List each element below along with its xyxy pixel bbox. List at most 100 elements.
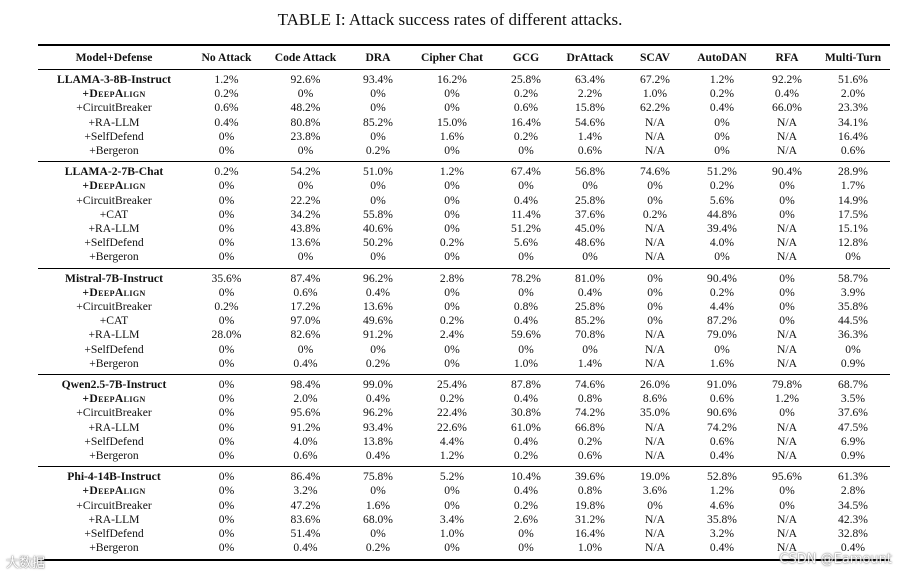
defense-name: +SelfDefend	[84, 434, 144, 448]
defense-name: +CircuitBreaker	[76, 193, 152, 207]
defense-name: +SelfDefend	[84, 236, 144, 250]
table-cell: 1.0%	[439, 527, 465, 541]
table-cell: 96.2%	[363, 406, 393, 420]
table-cell: 54.6%	[575, 115, 605, 129]
table-cell: 0.4%	[513, 434, 539, 448]
table-cell: 6.9%	[840, 434, 866, 448]
table-cell: 0%	[444, 356, 460, 370]
table-cell: N/A	[777, 420, 797, 434]
table-row: +CircuitBreaker 0.6% 48.2% 0% 0% 0.6% 15.8% 62.…	[38, 101, 890, 115]
table-cell: 4.4%	[439, 434, 465, 448]
table-cell: 35.6%	[211, 271, 242, 285]
table-cell: 0%	[444, 300, 460, 314]
table-cell: 0%	[779, 193, 795, 207]
table-cell: 2.8%	[439, 271, 465, 285]
table-cell: 34.5%	[838, 498, 868, 512]
table-row: +SelfDefend 0% 51.4% 0% 1.0% 0% 16.4% N/A 3.2% N/…	[38, 527, 890, 541]
table-cell: 0.4%	[293, 356, 318, 370]
table-row: +Bergeron 0% 0.4% 0.2% 0% 0% 1.0% N/A 0.4% N/A 0.4…	[38, 541, 890, 559]
table-cell: 0%	[518, 144, 534, 158]
table-cell: 37.6%	[838, 406, 868, 420]
table-row: +SelfDefend 0% 4.0% 13.8% 4.4% 0.4% 0.2% N/A 0.6…	[38, 435, 890, 449]
table-cell: 51.2%	[511, 222, 541, 236]
table-row: +Bergeron 0% 0% 0.2% 0% 0% 0.6% N/A 0% N/A 0.6%	[38, 144, 890, 162]
defense-name: +Bergeron	[89, 144, 139, 158]
table-cell: 2.0%	[840, 87, 866, 101]
table-cell: 0%	[779, 406, 795, 420]
table-cell: 17.2%	[290, 300, 321, 314]
table-cell: 0%	[218, 498, 235, 512]
table-cell: 1.0%	[513, 356, 539, 370]
table-cell: 0.2%	[513, 449, 539, 463]
table-cell: 54.2%	[290, 165, 321, 179]
table-cell: 0%	[297, 87, 314, 101]
table-cell: 40.6%	[363, 222, 393, 236]
table-cell: 0%	[218, 392, 235, 406]
model-group: Mistral-7B-Instruct 35.6% 87.4% 96.2% 2.8% 78…	[38, 268, 890, 375]
table-cell: 0%	[444, 87, 460, 101]
table-cell: 0%	[370, 250, 386, 264]
table-cell: 14.9%	[838, 193, 868, 207]
model-group: Phi-4-14B-Instruct 0% 86.4% 75.8% 5.2% 10.4% 3…	[38, 467, 890, 560]
table-cell: 0%	[582, 179, 598, 193]
table-cell: 0%	[647, 314, 663, 328]
table-row: +RA-LLM 28.0% 82.6% 91.2% 2.4% 59.6% 70.8% N/A 7…	[38, 328, 890, 342]
table-cell: 0%	[218, 470, 235, 484]
table-cell: 0.2%	[365, 356, 391, 370]
table-cell: 0%	[218, 342, 235, 356]
table-cell: 0%	[647, 498, 663, 512]
table-cell: 1.2%	[439, 165, 465, 179]
table-cell: 0%	[218, 434, 235, 448]
table-cell: N/A	[777, 356, 797, 370]
table-row: +CircuitBreaker 0% 95.6% 96.2% 22.4% 30.8% 74.…	[38, 406, 890, 420]
table-cell: N/A	[777, 144, 797, 158]
table-cell: 0.4%	[365, 449, 391, 463]
table-cell: 28.0%	[211, 328, 242, 342]
table-cell: N/A	[777, 527, 797, 541]
table-cell: 0.4%	[513, 193, 539, 207]
table-row: +CircuitBreaker 0.2% 17.2% 13.6% 0% 0.8% 25.8%…	[38, 300, 890, 314]
table-cell: 0.4%	[513, 314, 539, 328]
table-cell: 0.8%	[577, 484, 603, 498]
model-group: LLAMA-3-8B-Instruct 1.2% 92.6% 93.4% 16.2% 25…	[38, 70, 890, 162]
table-cell: 0%	[218, 484, 235, 498]
table-cell: 2.2%	[577, 87, 603, 101]
table-cell: 0.4%	[365, 392, 391, 406]
table-cell: 0%	[444, 285, 460, 299]
table-cell: 5.6%	[709, 193, 735, 207]
table-cell: 0.9%	[840, 449, 866, 463]
table-cell: 35.0%	[640, 406, 670, 420]
table-row: Qwen2.5-7B-Instruct 0% 98.4% 99.0% 25.4% 87.8…	[38, 375, 890, 393]
table-cell: 48.6%	[575, 236, 605, 250]
table-cell: 0%	[218, 179, 235, 193]
table-cell: 36.3%	[838, 328, 868, 342]
table-row: +RA-LLM 0% 83.6% 68.0% 3.4% 2.6% 31.2% N/A 35.8%…	[38, 513, 890, 527]
table-cell: 0%	[779, 285, 795, 299]
table-row: +DeepAlign 0% 3.2% 0% 0% 0.4% 0.8% 3.6% 1.2% 0% 2.…	[38, 484, 890, 498]
table-cell: 1.0%	[642, 87, 668, 101]
defense-name: +DeepAlign	[82, 87, 146, 101]
column-header: DRA	[348, 44, 408, 70]
table-cell: 0%	[218, 356, 235, 370]
table-cell: 45.0%	[575, 222, 605, 236]
table-cell: 0%	[218, 378, 235, 392]
table-cell: N/A	[645, 342, 665, 356]
table-cell: 22.4%	[437, 406, 467, 420]
table-cell: 0%	[647, 300, 663, 314]
table-cell: 90.6%	[707, 406, 737, 420]
table-cell: 2.6%	[513, 512, 539, 526]
table-cell: 25.8%	[511, 73, 541, 86]
table-cell: 2.4%	[439, 328, 465, 342]
column-header: AutoDAN	[686, 44, 758, 70]
table-cell: 23.8%	[290, 129, 321, 143]
table-cell: 0%	[779, 314, 795, 328]
table-cell: N/A	[777, 236, 797, 250]
table-cell: 0.6%	[577, 449, 603, 463]
table-cell: N/A	[777, 342, 797, 356]
table-cell: 83.6%	[290, 512, 321, 526]
table-cell: 16.4%	[511, 115, 541, 129]
defense-name: +CircuitBreaker	[76, 498, 152, 512]
table-cell: 99.0%	[363, 378, 393, 392]
table-cell: 68.0%	[363, 512, 393, 526]
table-cell: 3.2%	[709, 527, 735, 541]
